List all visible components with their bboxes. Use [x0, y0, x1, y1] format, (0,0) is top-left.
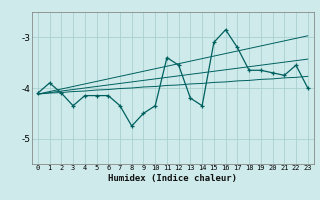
X-axis label: Humidex (Indice chaleur): Humidex (Indice chaleur)	[108, 174, 237, 183]
